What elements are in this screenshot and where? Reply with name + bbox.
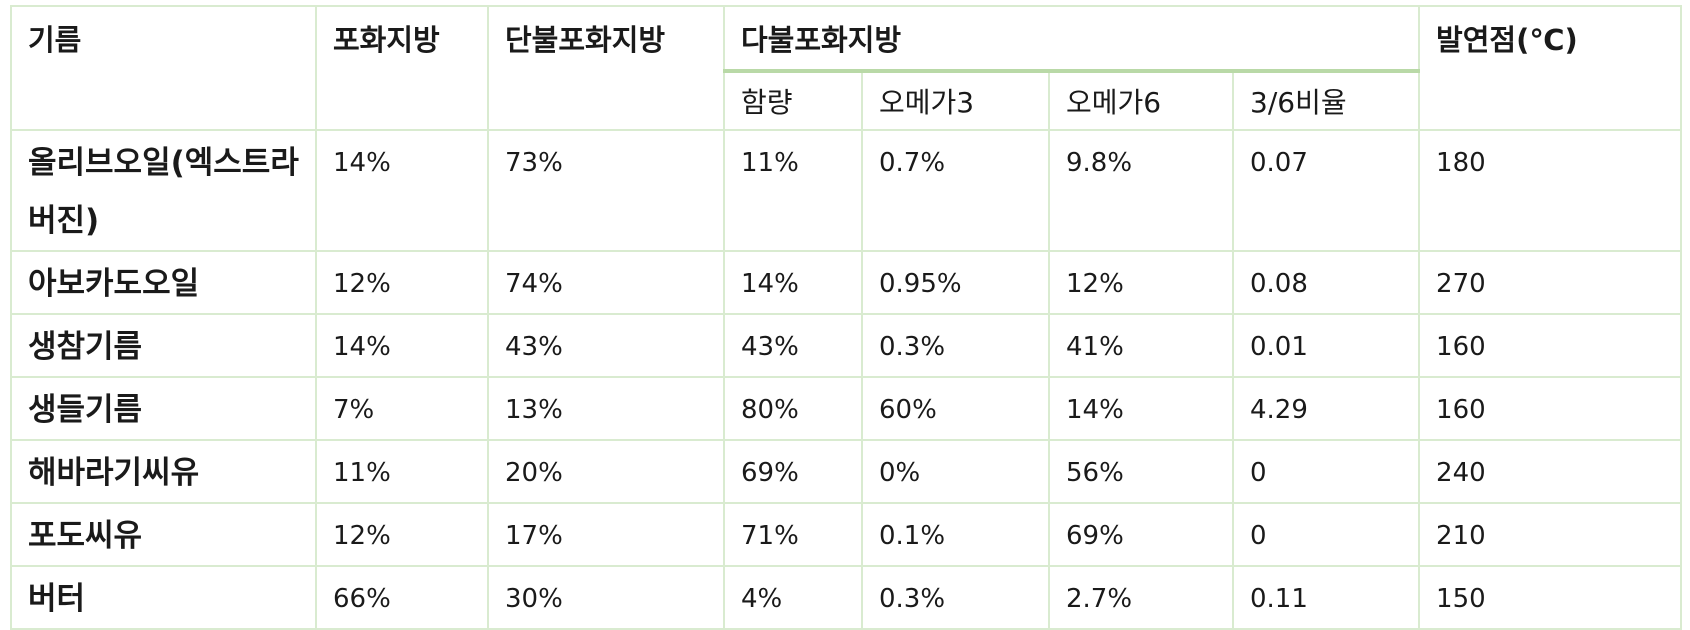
poly-value: 14% xyxy=(723,250,863,315)
ratio-value: 0.01 xyxy=(1231,313,1421,378)
omega3-value: 0.3% xyxy=(861,565,1050,630)
oil-name: 해바라기씨유 xyxy=(10,439,317,504)
smoke-point-value: 180 xyxy=(1418,129,1683,252)
saturated-value: 12% xyxy=(315,502,489,567)
ratio-value: 0 xyxy=(1231,439,1421,504)
mono-value: 74% xyxy=(487,250,725,315)
omega6-value: 2.7% xyxy=(1048,565,1234,630)
saturated-value: 11% xyxy=(315,439,489,504)
table-row: 포도씨유 12% 17% 71% 0.1% 69% 0 210 xyxy=(10,502,1683,567)
omega3-value: 60% xyxy=(861,376,1050,441)
table-body: 올리브오일(엑스트라버진) 14% 73% 11% 0.7% 9.8% 0.07… xyxy=(10,129,1683,630)
oil-name: 포도씨유 xyxy=(10,502,317,567)
saturated-value: 7% xyxy=(315,376,489,441)
ratio-value: 0 xyxy=(1231,502,1421,567)
table-header: 기름 포화지방 단불포화지방 다불포화지방 발연점(℃) 함량 오메가3 오메가… xyxy=(10,5,1683,131)
oil-name: 올리브오일(엑스트라버진) xyxy=(10,129,317,252)
poly-value: 69% xyxy=(723,439,863,504)
omega6-value: 9.8% xyxy=(1048,129,1234,252)
header-saturated: 포화지방 xyxy=(315,5,489,131)
saturated-value: 66% xyxy=(315,565,489,630)
table-row: 생들기름 7% 13% 80% 60% 14% 4.29 160 xyxy=(10,376,1683,441)
ratio-value: 0.11 xyxy=(1231,565,1421,630)
oil-name: 아보카도오일 xyxy=(10,250,317,315)
oil-name: 생들기름 xyxy=(10,376,317,441)
omega3-value: 0.1% xyxy=(861,502,1050,567)
header-ratio: 3/6비율 xyxy=(1231,70,1421,131)
table-row: 생참기름 14% 43% 43% 0.3% 41% 0.01 160 xyxy=(10,313,1683,378)
saturated-value: 14% xyxy=(315,313,489,378)
header-oil: 기름 xyxy=(10,5,317,131)
saturated-value: 12% xyxy=(315,250,489,315)
mono-value: 73% xyxy=(487,129,725,252)
table-row: 해바라기씨유 11% 20% 69% 0% 56% 0 240 xyxy=(10,439,1683,504)
omega6-value: 14% xyxy=(1048,376,1234,441)
mono-value: 43% xyxy=(487,313,725,378)
header-poly-content: 함량 xyxy=(723,70,863,131)
table-row: 버터 66% 30% 4% 0.3% 2.7% 0.11 150 xyxy=(10,565,1683,630)
smoke-point-value: 160 xyxy=(1418,376,1683,441)
poly-value: 43% xyxy=(723,313,863,378)
mono-value: 30% xyxy=(487,565,725,630)
omega6-value: 56% xyxy=(1048,439,1234,504)
oil-comparison-table: 기름 포화지방 단불포화지방 다불포화지방 발연점(℃) 함량 오메가3 오메가… xyxy=(10,5,1683,630)
poly-value: 11% xyxy=(723,129,863,252)
oil-name: 버터 xyxy=(10,565,317,630)
ratio-value: 0.08 xyxy=(1231,250,1421,315)
mono-value: 13% xyxy=(487,376,725,441)
poly-value: 71% xyxy=(723,502,863,567)
smoke-point-value: 270 xyxy=(1418,250,1683,315)
poly-value: 4% xyxy=(723,565,863,630)
header-omega6: 오메가6 xyxy=(1048,70,1234,131)
ratio-value: 4.29 xyxy=(1231,376,1421,441)
omega6-value: 41% xyxy=(1048,313,1234,378)
omega3-value: 0% xyxy=(861,439,1050,504)
omega3-value: 0.7% xyxy=(861,129,1050,252)
mono-value: 17% xyxy=(487,502,725,567)
table-row: 올리브오일(엑스트라버진) 14% 73% 11% 0.7% 9.8% 0.07… xyxy=(10,129,1683,252)
omega6-value: 69% xyxy=(1048,502,1234,567)
omega6-value: 12% xyxy=(1048,250,1234,315)
smoke-point-value: 240 xyxy=(1418,439,1683,504)
poly-value: 80% xyxy=(723,376,863,441)
oil-name: 생참기름 xyxy=(10,313,317,378)
smoke-point-value: 150 xyxy=(1418,565,1683,630)
header-omega3: 오메가3 xyxy=(861,70,1050,131)
header-polyunsaturated: 다불포화지방 xyxy=(722,5,1421,73)
header-monounsaturated: 단불포화지방 xyxy=(487,5,725,131)
omega3-value: 0.95% xyxy=(861,250,1050,315)
smoke-point-value: 160 xyxy=(1418,313,1683,378)
header-smoke-point: 발연점(℃) xyxy=(1418,5,1683,131)
table-row: 아보카도오일 12% 74% 14% 0.95% 12% 0.08 270 xyxy=(10,250,1683,315)
smoke-point-value: 210 xyxy=(1418,502,1683,567)
mono-value: 20% xyxy=(487,439,725,504)
ratio-value: 0.07 xyxy=(1231,129,1421,252)
saturated-value: 14% xyxy=(315,129,489,252)
omega3-value: 0.3% xyxy=(861,313,1050,378)
